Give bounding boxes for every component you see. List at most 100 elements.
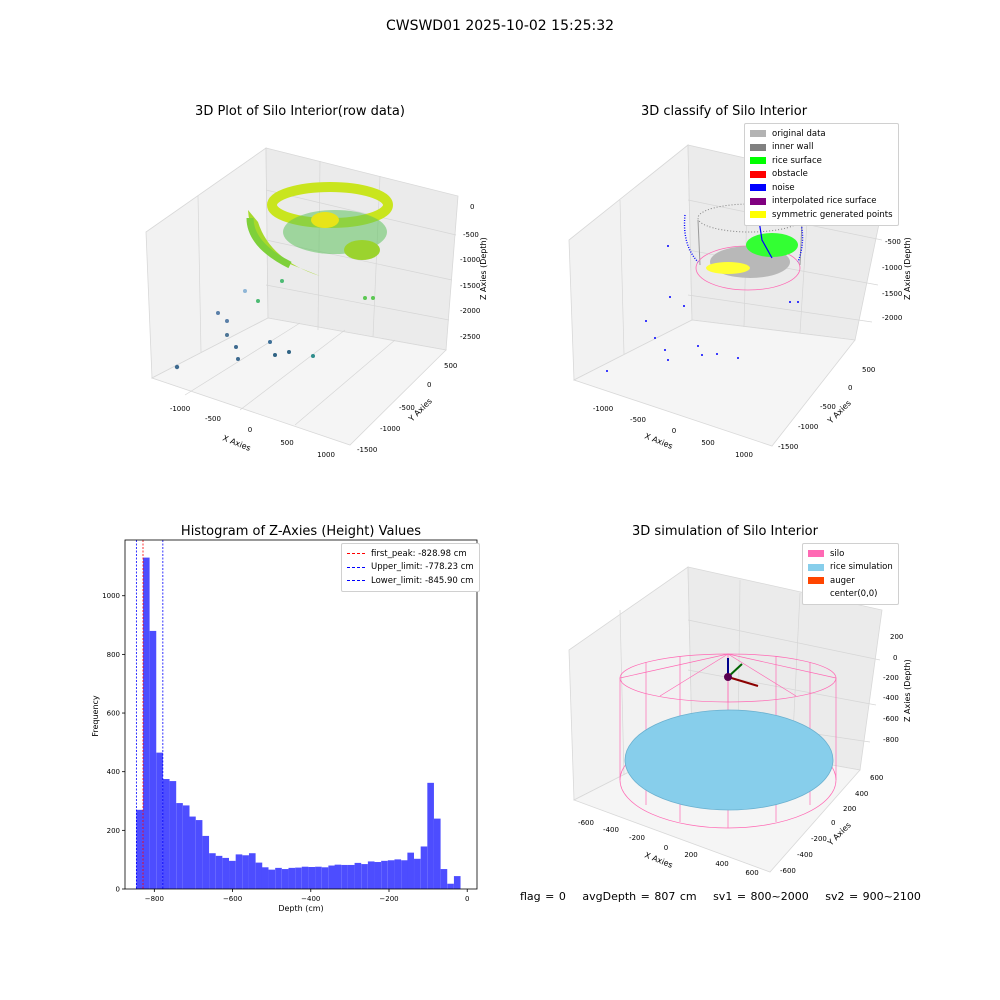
histogram-bar bbox=[288, 867, 296, 889]
histogram-ytick-label: 800 bbox=[107, 651, 120, 659]
histogram-bar bbox=[275, 867, 282, 889]
simulation-ztick: 200 bbox=[890, 633, 903, 641]
histogram-vlines bbox=[135, 540, 164, 889]
classify-ztick: -1000 bbox=[882, 264, 902, 272]
simulation-tick-labels: -600 -400 -200 0 200 400 600 600 400 200… bbox=[578, 633, 903, 877]
histogram-bar bbox=[321, 867, 329, 889]
histogram-bar bbox=[453, 876, 461, 889]
histogram-bar bbox=[242, 855, 249, 889]
simulation-ytick: -400 bbox=[797, 851, 813, 859]
raw-ytick: 500 bbox=[444, 362, 457, 370]
classify-noise-points bbox=[606, 245, 799, 372]
raw-plot-title: 3D Plot of Silo Interior(row data) bbox=[195, 104, 405, 119]
raw-xtick: 0 bbox=[248, 426, 252, 434]
raw-ztick: -1500 bbox=[460, 282, 480, 290]
status-avg-depth: avgDepth = 807 cm bbox=[582, 890, 697, 903]
legend-item-symmetric: symmetric generated points bbox=[750, 208, 893, 222]
simulation-ytick: -200 bbox=[811, 835, 827, 843]
raw-3d-plot: -1000 -500 0 500 1000 500 0 -500 -1000 -… bbox=[145, 147, 488, 459]
histogram-legend: first_peak: -828.98 cm Upper_limit: -778… bbox=[341, 543, 480, 592]
status-sv1: sv1 = 800~2000 bbox=[713, 890, 809, 903]
histogram-bar bbox=[367, 861, 375, 889]
histogram-xtick-label: −600 bbox=[223, 895, 242, 903]
histogram-bar bbox=[176, 803, 183, 889]
histogram-frame bbox=[124, 539, 478, 890]
histogram-chart: −800 −600 −400 −200 0 0 200 400 600 800 1000 Depth… bbox=[91, 539, 478, 913]
classify-ztick: -2000 bbox=[882, 314, 902, 322]
legend-line bbox=[347, 580, 365, 582]
histogram-bars bbox=[136, 557, 461, 889]
histogram-bar bbox=[334, 864, 342, 889]
classify-xtick: 1000 bbox=[735, 451, 753, 459]
simulation-plot-title: 3D simulation of Silo Interior bbox=[632, 524, 818, 539]
histogram-bar bbox=[315, 866, 322, 889]
raw-ztick: -2500 bbox=[460, 333, 480, 341]
figure-title: CWSWD01 2025-10-02 15:25:32 bbox=[385, 18, 615, 34]
simulation-xtick: 600 bbox=[745, 869, 758, 877]
histogram-ytick-label: 0 bbox=[116, 886, 120, 894]
histogram-bar bbox=[281, 869, 289, 889]
histogram-ytick-label: 400 bbox=[107, 768, 120, 776]
simulation-zlabel: Z Axies (Depth) bbox=[903, 659, 912, 722]
classify-xtick: -500 bbox=[630, 416, 646, 424]
rice-surface bbox=[624, 709, 834, 811]
legend-item-upper-limit: Upper_limit: -778.23 cm bbox=[347, 561, 474, 575]
raw-xtick: -1000 bbox=[170, 405, 190, 413]
legend-line bbox=[347, 553, 365, 555]
legend-swatch bbox=[750, 170, 766, 178]
classify-legend: original data inner wall rice surface ob… bbox=[744, 123, 899, 226]
histogram-xlabel: Depth (cm) bbox=[278, 904, 323, 913]
raw-xtick: 500 bbox=[280, 439, 293, 447]
histogram-bar bbox=[420, 846, 428, 889]
simulation-ytick: 600 bbox=[870, 774, 883, 782]
histogram-xtick-label: −400 bbox=[301, 895, 320, 903]
simulation-status-line: flag = 0 avgDepth = 807 cm sv1 = 800~200… bbox=[520, 890, 933, 903]
histogram-bar bbox=[374, 862, 382, 889]
legend-swatch bbox=[750, 130, 766, 138]
classify-cloud bbox=[683, 203, 804, 291]
histogram-xtick-label: 0 bbox=[465, 895, 469, 903]
classify-ytick: 0 bbox=[848, 384, 852, 392]
classify-ytick: -500 bbox=[820, 403, 836, 411]
histogram-bar bbox=[149, 630, 157, 889]
classify-ztick: -500 bbox=[885, 238, 901, 246]
legend-item-rice-simulation: rice simulation bbox=[808, 561, 893, 575]
histogram-bar bbox=[301, 866, 309, 889]
center-marker bbox=[724, 673, 732, 681]
legend-item-noise: noise bbox=[750, 181, 893, 195]
legend-item-first-peak: first_peak: -828.98 cm bbox=[347, 547, 474, 561]
simulation-xtick: -600 bbox=[578, 819, 594, 827]
classify-xtick: 500 bbox=[701, 439, 714, 447]
simulation-ztick: -600 bbox=[883, 715, 899, 723]
histogram-ylabel: Frequency bbox=[91, 695, 100, 737]
legend-item-original-data: original data bbox=[750, 127, 893, 141]
simulation-3d-plot: -600 -400 -200 0 200 400 600 600 400 200… bbox=[568, 566, 912, 877]
simulation-ytick: 400 bbox=[855, 790, 868, 798]
histogram-axes: −800 −600 −400 −200 0 0 200 400 600 800 1000 bbox=[102, 539, 478, 903]
histogram-bar bbox=[248, 853, 256, 889]
legend-swatch bbox=[750, 143, 766, 151]
legend-item-silo: silo bbox=[808, 547, 893, 561]
simulation-ztick: -200 bbox=[883, 674, 899, 682]
legend-swatch bbox=[750, 157, 766, 165]
raw-xtick: 1000 bbox=[317, 451, 335, 459]
histogram-bar bbox=[222, 857, 229, 889]
histogram-bar bbox=[433, 818, 441, 889]
raw-scatter-points bbox=[174, 279, 375, 370]
simulation-ztick: 0 bbox=[893, 654, 897, 662]
raw-ztick: 0 bbox=[470, 203, 474, 211]
legend-swatch bbox=[808, 563, 824, 571]
histogram-bar bbox=[235, 854, 243, 889]
simulation-legend: silo rice simulation auger center(0,0) bbox=[802, 543, 899, 605]
histogram-bar bbox=[229, 860, 236, 889]
raw-xtick: -500 bbox=[205, 415, 221, 423]
histogram-bar bbox=[354, 862, 362, 889]
histogram-bar bbox=[387, 860, 395, 889]
histogram-bar bbox=[189, 816, 196, 889]
legend-item-center: center(0,0) bbox=[808, 588, 893, 602]
legend-swatch bbox=[750, 211, 766, 219]
histogram-bar bbox=[341, 864, 348, 889]
auger bbox=[724, 658, 759, 687]
histogram-bar bbox=[255, 862, 263, 889]
raw-ytick: -1500 bbox=[357, 446, 377, 454]
